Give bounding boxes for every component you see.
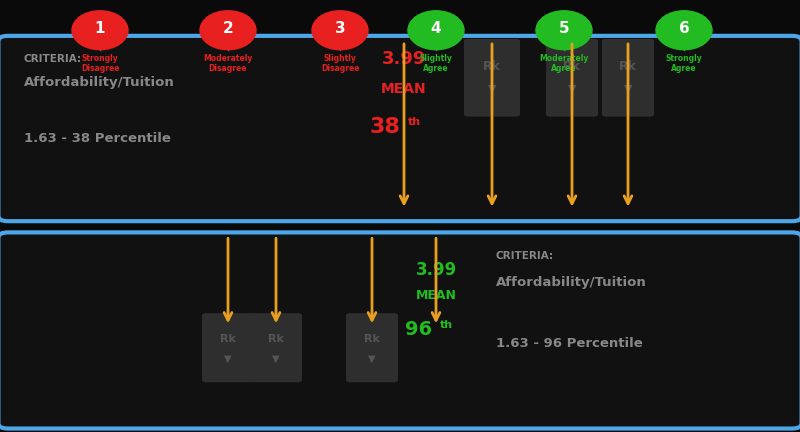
FancyBboxPatch shape: [250, 313, 302, 382]
Text: 3.99: 3.99: [382, 50, 426, 68]
FancyBboxPatch shape: [202, 313, 254, 382]
Text: ▼: ▼: [224, 353, 232, 364]
Text: Rk: Rk: [220, 334, 236, 344]
Ellipse shape: [72, 11, 128, 50]
Text: 96: 96: [405, 320, 432, 339]
Text: ▼: ▼: [568, 83, 576, 94]
FancyBboxPatch shape: [546, 39, 598, 117]
FancyBboxPatch shape: [602, 39, 654, 117]
Text: 1.63 - 38 Percentile: 1.63 - 38 Percentile: [24, 132, 171, 145]
Text: Slightly
Disagree: Slightly Disagree: [321, 54, 359, 73]
Text: 5: 5: [558, 21, 570, 35]
FancyBboxPatch shape: [0, 36, 800, 221]
Text: Affordability/Tuition: Affordability/Tuition: [24, 76, 174, 89]
Text: Rk: Rk: [563, 60, 581, 73]
Text: 6: 6: [678, 21, 690, 35]
Text: Moderately
Disagree: Moderately Disagree: [203, 54, 253, 73]
Text: ▼: ▼: [272, 353, 280, 364]
Text: MEAN: MEAN: [381, 82, 427, 96]
Text: Rk: Rk: [619, 60, 637, 73]
Text: 4: 4: [430, 21, 442, 35]
FancyBboxPatch shape: [464, 39, 520, 117]
Text: Moderately
Agree: Moderately Agree: [539, 54, 589, 73]
Text: CRITERIA:: CRITERIA:: [24, 54, 82, 64]
Text: 38: 38: [369, 117, 400, 137]
Ellipse shape: [200, 11, 256, 50]
Text: th: th: [408, 117, 421, 127]
Text: th: th: [440, 320, 453, 330]
Ellipse shape: [408, 11, 464, 50]
Text: Rk: Rk: [364, 334, 380, 344]
Text: Affordability/Tuition: Affordability/Tuition: [496, 276, 646, 289]
Text: Rk: Rk: [483, 60, 501, 73]
Text: CRITERIA:: CRITERIA:: [496, 251, 554, 260]
Text: Slightly
Agree: Slightly Agree: [419, 54, 453, 73]
FancyBboxPatch shape: [0, 232, 800, 429]
Text: ▼: ▼: [624, 83, 632, 94]
Text: 1: 1: [94, 21, 106, 35]
Ellipse shape: [656, 11, 712, 50]
Text: 2: 2: [222, 21, 234, 35]
Text: Strongly
Agree: Strongly Agree: [666, 54, 702, 73]
Ellipse shape: [312, 11, 368, 50]
FancyBboxPatch shape: [346, 313, 398, 382]
Text: ▼: ▼: [368, 353, 376, 364]
Text: 3.99: 3.99: [415, 261, 457, 280]
Text: MEAN: MEAN: [415, 289, 457, 302]
Ellipse shape: [536, 11, 592, 50]
Text: 3: 3: [334, 21, 346, 35]
Text: 1.63 - 96 Percentile: 1.63 - 96 Percentile: [496, 337, 642, 350]
Text: Strongly
Disagree: Strongly Disagree: [81, 54, 119, 73]
Text: Rk: Rk: [268, 334, 284, 344]
Text: ▼: ▼: [488, 83, 496, 94]
